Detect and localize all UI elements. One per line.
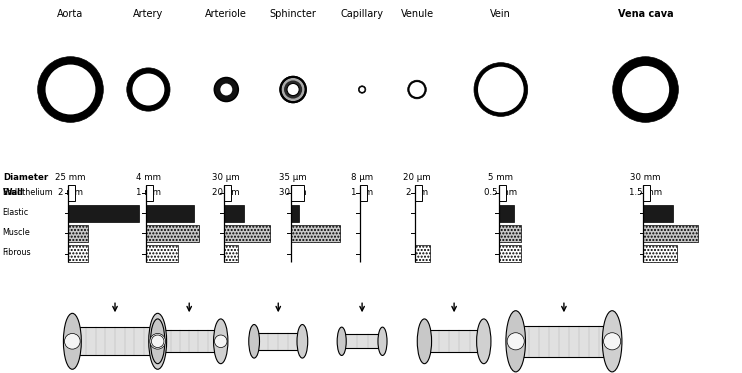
Text: Muscle: Muscle xyxy=(2,228,30,237)
Text: 35 μm: 35 μm xyxy=(279,173,307,182)
Bar xyxy=(291,225,341,242)
Text: 1.5 mm: 1.5 mm xyxy=(629,188,662,197)
Bar xyxy=(68,245,88,262)
Text: Artery: Artery xyxy=(134,9,163,19)
Bar xyxy=(516,326,612,357)
Ellipse shape xyxy=(220,84,232,95)
Ellipse shape xyxy=(249,325,260,358)
Text: 0.5 mm: 0.5 mm xyxy=(485,188,517,197)
Ellipse shape xyxy=(358,86,366,93)
Bar xyxy=(499,225,521,242)
Bar xyxy=(291,185,303,201)
Text: 30 mm: 30 mm xyxy=(630,173,661,182)
Bar xyxy=(146,245,178,262)
Ellipse shape xyxy=(297,325,308,358)
Ellipse shape xyxy=(378,327,387,355)
Bar xyxy=(224,225,270,242)
Text: Venule: Venule xyxy=(401,9,433,19)
Bar xyxy=(224,185,232,201)
Ellipse shape xyxy=(65,333,80,349)
Ellipse shape xyxy=(63,313,82,369)
Text: Fibrous: Fibrous xyxy=(2,248,31,257)
Bar xyxy=(341,334,383,348)
Ellipse shape xyxy=(410,82,424,97)
Text: 25 mm: 25 mm xyxy=(55,173,86,182)
Text: Elastic: Elastic xyxy=(2,208,28,217)
Ellipse shape xyxy=(287,84,299,95)
Ellipse shape xyxy=(214,319,228,364)
Bar xyxy=(415,185,421,201)
Bar xyxy=(73,327,158,355)
Ellipse shape xyxy=(38,57,103,122)
Bar xyxy=(224,245,238,262)
Bar xyxy=(254,333,303,350)
Ellipse shape xyxy=(132,73,165,106)
Ellipse shape xyxy=(45,65,96,115)
Ellipse shape xyxy=(603,311,622,372)
Text: 20 μm: 20 μm xyxy=(403,173,431,182)
Bar xyxy=(146,205,194,222)
Text: Diameter: Diameter xyxy=(3,173,48,182)
Bar xyxy=(424,330,484,352)
Bar xyxy=(643,205,673,222)
Ellipse shape xyxy=(150,333,165,349)
Text: 30 μm: 30 μm xyxy=(212,173,240,182)
Ellipse shape xyxy=(214,78,238,101)
Bar xyxy=(224,205,244,222)
Ellipse shape xyxy=(507,333,525,350)
Ellipse shape xyxy=(478,67,524,112)
Text: 30 μm: 30 μm xyxy=(279,188,307,197)
Bar xyxy=(146,185,154,201)
Bar xyxy=(499,205,514,222)
Ellipse shape xyxy=(148,313,167,369)
Bar xyxy=(643,225,698,242)
Text: 2 μm: 2 μm xyxy=(406,188,428,197)
Bar xyxy=(643,245,677,262)
Ellipse shape xyxy=(474,63,528,116)
Ellipse shape xyxy=(476,319,491,364)
Text: Wall: Wall xyxy=(3,188,24,197)
Ellipse shape xyxy=(603,333,621,350)
Ellipse shape xyxy=(337,327,347,355)
Bar xyxy=(499,245,521,262)
Bar xyxy=(499,185,506,201)
Text: Arteriole: Arteriole xyxy=(206,9,247,19)
Ellipse shape xyxy=(280,77,306,102)
Ellipse shape xyxy=(407,80,427,99)
Ellipse shape xyxy=(506,311,525,372)
Text: 1 μm: 1 μm xyxy=(351,188,373,197)
Bar xyxy=(157,330,221,352)
Bar xyxy=(360,185,367,201)
Bar xyxy=(291,205,299,222)
Text: Vein: Vein xyxy=(490,9,511,19)
Bar xyxy=(68,225,88,242)
Text: Vena cava: Vena cava xyxy=(618,9,673,19)
Ellipse shape xyxy=(613,57,678,122)
Bar xyxy=(415,245,430,262)
Text: 2 mm: 2 mm xyxy=(58,188,83,197)
Text: 5 mm: 5 mm xyxy=(488,173,513,182)
Text: Capillary: Capillary xyxy=(341,9,384,19)
Ellipse shape xyxy=(214,335,227,348)
Bar xyxy=(643,185,650,201)
Ellipse shape xyxy=(360,87,364,92)
Bar xyxy=(68,205,139,222)
Ellipse shape xyxy=(284,81,302,98)
Bar xyxy=(146,225,199,242)
Ellipse shape xyxy=(127,68,170,111)
Text: 4 mm: 4 mm xyxy=(136,173,161,182)
Bar xyxy=(68,185,76,201)
Text: 8 μm: 8 μm xyxy=(351,173,373,182)
Text: Sphincter: Sphincter xyxy=(269,9,317,19)
Ellipse shape xyxy=(151,335,164,348)
Text: 20 μm: 20 μm xyxy=(212,188,240,197)
Text: Aorta: Aorta xyxy=(57,9,84,19)
Ellipse shape xyxy=(622,66,669,113)
Ellipse shape xyxy=(151,319,165,364)
Text: 1 mm: 1 mm xyxy=(136,188,161,197)
Ellipse shape xyxy=(417,319,432,364)
Text: Endothelium: Endothelium xyxy=(2,188,53,197)
